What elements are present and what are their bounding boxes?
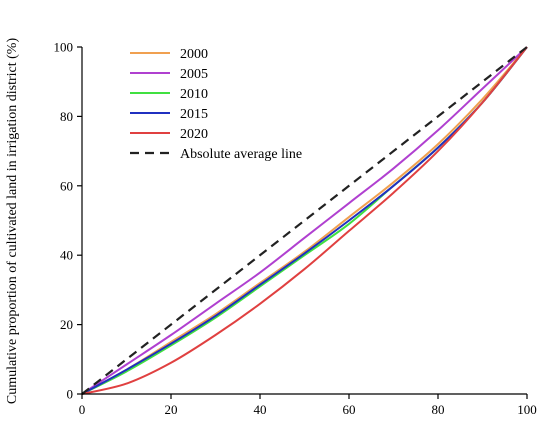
legend-label: 2005 [180,67,208,82]
y-tick-label: 20 [60,317,73,332]
x-tick-label: 0 [79,402,86,417]
series-line-2015 [81,46,528,395]
x-tick-label: 80 [432,402,445,417]
y-tick-label: 0 [67,387,74,402]
plot-lines [81,46,528,395]
series-line-2000 [81,46,528,395]
y-axis-title: Cumulative proportion of cultivated land… [5,38,20,405]
x-tick-label: 100 [517,402,537,417]
x-tick-label: 40 [254,402,267,417]
series-line-absolute-average [81,46,528,395]
x-tick-label: 60 [343,402,356,417]
legend-label: 2020 [180,127,208,142]
x-tick-label: 20 [165,402,178,417]
legend: 2000 2005 2010 2015 2020 Absolute average lin… [130,47,302,162]
y-tick-label: 60 [60,178,73,193]
legend-label: Absolute average line [180,147,302,162]
y-tick-label: 40 [60,248,73,263]
series-line-2005 [81,46,528,395]
y-tick-label: 80 [60,109,73,124]
legend-label: 2015 [180,107,208,122]
legend-label: 2000 [180,47,208,62]
y-ticks: 0 20 40 60 80 100 [54,40,82,402]
axes [81,47,527,395]
series-line-2010 [81,46,528,395]
y-tick-label: 100 [54,40,74,55]
x-ticks: 0 20 40 60 80 100 [79,394,537,417]
legend-label: 2010 [180,87,208,102]
series-line-2020 [81,46,528,395]
